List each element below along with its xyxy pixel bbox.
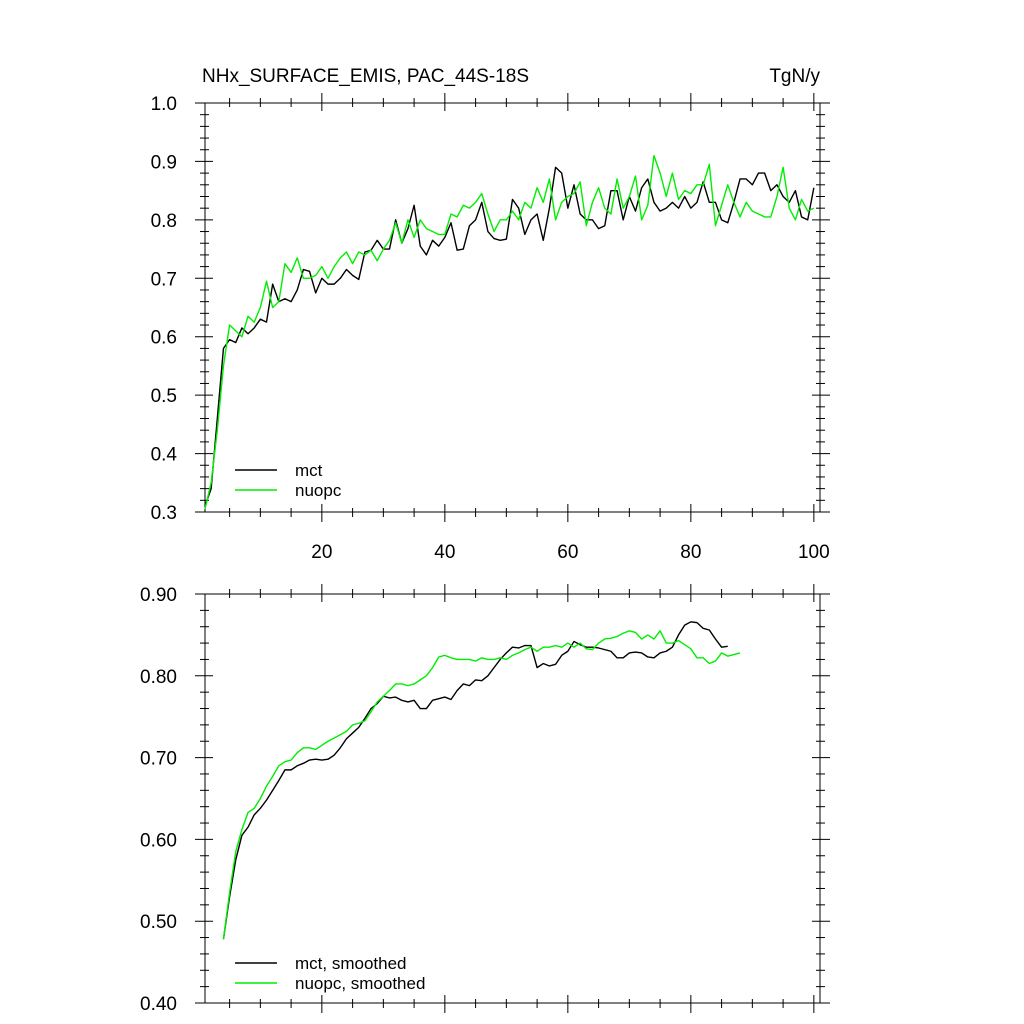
x-tick-label: 80 (680, 542, 701, 563)
bottom-chart: 0.40 0.50 0.60 0.70 0.80 0.90 mct, smoothednu… (140, 584, 830, 1015)
y-tick-label: 1.0 (151, 94, 177, 115)
y-tick-label: 0.40 (140, 994, 177, 1015)
series-line-mct (204, 166, 815, 507)
y-tick-label: 0.80 (140, 667, 177, 688)
y-tick-label: 0.6 (151, 328, 177, 349)
legend-label: mct, smoothed (295, 954, 407, 973)
legend-label: mct (295, 461, 323, 480)
legend-label: nuopc, smoothed (295, 974, 425, 993)
bottom-axes: 0.40 0.50 0.60 0.70 0.80 0.90 (140, 584, 830, 1015)
x-tick-label: 40 (434, 542, 455, 563)
plot-frame (204, 102, 821, 513)
chart-title: NHx_SURFACE_EMIS, PAC_44S-18S (202, 66, 529, 87)
y-tick-label: 0.50 (140, 912, 177, 933)
x-tick-label: 100 (798, 542, 830, 563)
chart-units: TgN/y (769, 66, 820, 87)
y-tick-label: 0.7 (151, 269, 177, 290)
series-line-mct-smoothed (222, 621, 728, 940)
y-tick-label: 0.8 (151, 211, 177, 232)
legend-label: nuopc (295, 481, 342, 500)
y-tick-label: 0.60 (140, 830, 177, 851)
plot-frame (204, 593, 821, 1004)
y-tick-label: 0.3 (151, 503, 177, 524)
y-tick-label: 0.90 (140, 585, 177, 606)
top-chart: NHx_SURFACE_EMIS, PAC_44S-18S TgN/y 0.30… (151, 66, 830, 563)
bottom-series-group (222, 621, 741, 940)
x-tick-label: 20 (311, 542, 332, 563)
top-series-group (204, 154, 815, 510)
y-tick-label: 0.4 (151, 445, 178, 466)
y-tick-label: 0.70 (140, 749, 177, 770)
series-line-nuopc-smoothed (222, 630, 741, 940)
series-line-nuopc (204, 154, 815, 510)
top-axes: 0.3 0.4 0.5 0.6 0.7 0.8 0.9 1.0 20 40 60 80 100 (151, 93, 830, 563)
y-tick-label: 0.9 (151, 152, 177, 173)
x-tick-label: 60 (557, 542, 578, 563)
y-tick-label: 0.5 (151, 386, 177, 407)
